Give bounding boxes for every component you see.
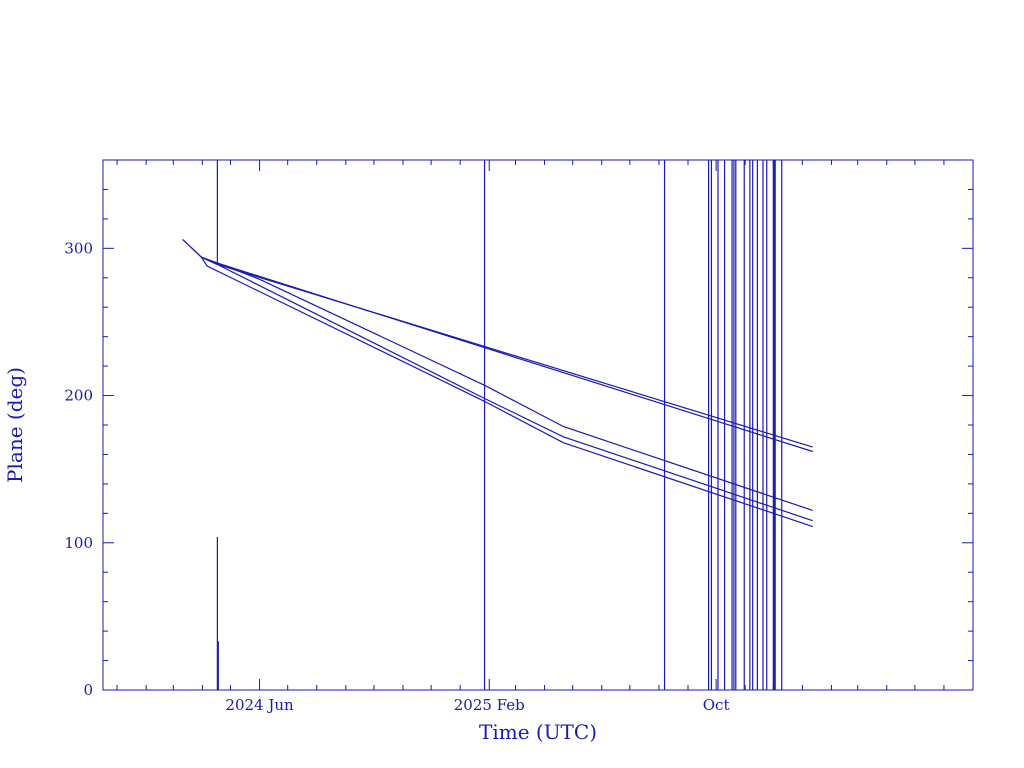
y-axis-title: Plane (deg) <box>3 367 27 483</box>
x-axis-title: Time (UTC) <box>479 720 597 744</box>
y-tick-label: 300 <box>64 239 93 257</box>
vertical-segments <box>216 160 783 690</box>
x-tick-label: 2025 Feb <box>454 696 525 714</box>
x-tick-label: Oct <box>703 696 730 714</box>
x-tick-labels: 2024 Jun 2025 Feb Oct <box>225 696 729 714</box>
y-tick-labels: 0 100 200 300 <box>64 239 93 699</box>
y-tick-label: 100 <box>64 534 93 552</box>
y-tick-label: 0 <box>83 681 93 699</box>
series-line <box>200 256 813 528</box>
major-ticks <box>103 160 973 691</box>
series-line <box>201 256 813 511</box>
series-line <box>201 256 813 522</box>
x-tick-label: 2024 Jun <box>225 696 294 714</box>
series-lines <box>182 239 813 528</box>
minor-ticks <box>103 160 973 690</box>
y-tick-label: 200 <box>64 387 93 405</box>
